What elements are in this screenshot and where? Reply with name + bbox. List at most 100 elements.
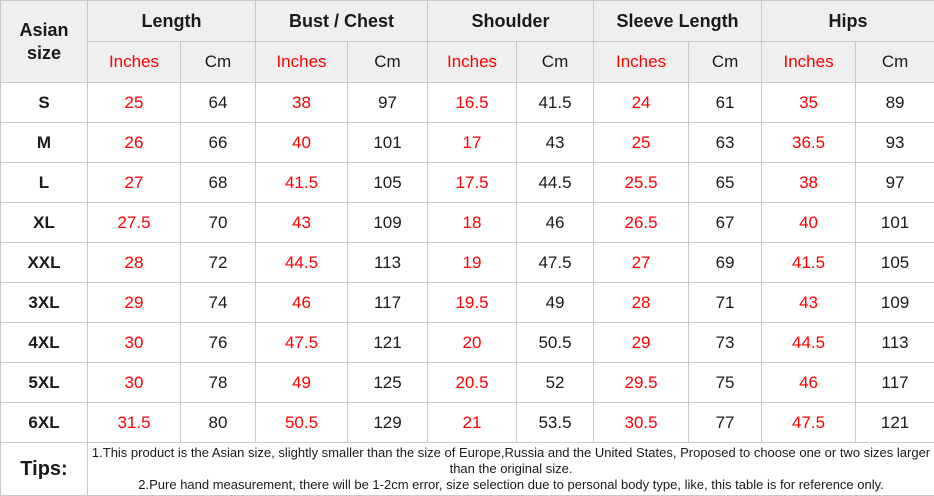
- value-inches: 40: [256, 123, 348, 163]
- value-inches: 25: [88, 83, 181, 123]
- corner-header: Asian size: [1, 1, 88, 83]
- group-header-shoulder: Shoulder: [428, 1, 594, 42]
- value-inches: 49: [256, 363, 348, 403]
- value-inches: 16.5: [428, 83, 517, 123]
- value-cm: 73: [689, 323, 762, 363]
- value-cm: 125: [348, 363, 428, 403]
- value-inches: 41.5: [256, 163, 348, 203]
- value-cm: 70: [181, 203, 256, 243]
- value-cm: 44.5: [517, 163, 594, 203]
- value-cm: 47.5: [517, 243, 594, 283]
- value-inches: 43: [256, 203, 348, 243]
- size-label: XL: [1, 203, 88, 243]
- size-label: S: [1, 83, 88, 123]
- value-inches: 35: [762, 83, 856, 123]
- group-header-row: Asian size Length Bust / Chest Shoulder …: [1, 1, 934, 42]
- value-inches: 30.5: [594, 403, 689, 443]
- size-label: L: [1, 163, 88, 203]
- unit-header-cm: Cm: [689, 42, 762, 83]
- value-cm: 68: [181, 163, 256, 203]
- value-inches: 26: [88, 123, 181, 163]
- value-inches: 20: [428, 323, 517, 363]
- value-inches: 47.5: [762, 403, 856, 443]
- value-inches: 27: [594, 243, 689, 283]
- value-cm: 72: [181, 243, 256, 283]
- size-label: 5XL: [1, 363, 88, 403]
- value-inches: 44.5: [762, 323, 856, 363]
- value-cm: 77: [689, 403, 762, 443]
- unit-header-cm: Cm: [856, 42, 934, 83]
- unit-header-inches: Inches: [88, 42, 181, 83]
- value-cm: 71: [689, 283, 762, 323]
- value-inches: 43: [762, 283, 856, 323]
- value-cm: 52: [517, 363, 594, 403]
- tips-text: 1.This product is the Asian size, slight…: [88, 443, 934, 496]
- value-cm: 93: [856, 123, 934, 163]
- value-inches: 20.5: [428, 363, 517, 403]
- value-inches: 36.5: [762, 123, 856, 163]
- value-inches: 38: [256, 83, 348, 123]
- value-inches: 28: [594, 283, 689, 323]
- value-inches: 38: [762, 163, 856, 203]
- value-cm: 121: [348, 323, 428, 363]
- value-cm: 65: [689, 163, 762, 203]
- value-cm: 64: [181, 83, 256, 123]
- unit-header-inches: Inches: [256, 42, 348, 83]
- value-inches: 24: [594, 83, 689, 123]
- unit-header-inches: Inches: [428, 42, 517, 83]
- unit-header-inches: Inches: [762, 42, 856, 83]
- group-header-bust-chest: Bust / Chest: [256, 1, 428, 42]
- value-cm: 97: [856, 163, 934, 203]
- unit-header-cm: Cm: [517, 42, 594, 83]
- group-header-hips: Hips: [762, 1, 934, 42]
- size-label: 6XL: [1, 403, 88, 443]
- unit-header-inches: Inches: [594, 42, 689, 83]
- value-cm: 69: [689, 243, 762, 283]
- value-cm: 61: [689, 83, 762, 123]
- value-cm: 63: [689, 123, 762, 163]
- value-inches: 47.5: [256, 323, 348, 363]
- value-inches: 46: [762, 363, 856, 403]
- value-cm: 50.5: [517, 323, 594, 363]
- tip-line-1: 1.This product is the Asian size, slight…: [88, 445, 934, 478]
- tips-label: Tips:: [1, 443, 88, 496]
- value-inches: 27: [88, 163, 181, 203]
- size-label: XXL: [1, 243, 88, 283]
- unit-header-row: Inches Cm Inches Cm Inches Cm Inches Cm …: [1, 42, 934, 83]
- value-cm: 109: [856, 283, 934, 323]
- value-cm: 41.5: [517, 83, 594, 123]
- value-cm: 121: [856, 403, 934, 443]
- value-cm: 117: [856, 363, 934, 403]
- value-inches: 19: [428, 243, 517, 283]
- value-inches: 30: [88, 323, 181, 363]
- tip-line-2: 2.Pure hand measurement, there will be 1…: [88, 477, 934, 493]
- value-cm: 101: [856, 203, 934, 243]
- value-inches: 18: [428, 203, 517, 243]
- value-cm: 97: [348, 83, 428, 123]
- value-inches: 25.5: [594, 163, 689, 203]
- value-cm: 101: [348, 123, 428, 163]
- value-cm: 46: [517, 203, 594, 243]
- size-label: M: [1, 123, 88, 163]
- value-cm: 76: [181, 323, 256, 363]
- size-label: 3XL: [1, 283, 88, 323]
- value-cm: 117: [348, 283, 428, 323]
- value-inches: 26.5: [594, 203, 689, 243]
- value-cm: 78: [181, 363, 256, 403]
- value-inches: 27.5: [88, 203, 181, 243]
- value-inches: 29.5: [594, 363, 689, 403]
- value-cm: 80: [181, 403, 256, 443]
- value-inches: 29: [88, 283, 181, 323]
- value-cm: 67: [689, 203, 762, 243]
- value-cm: 105: [856, 243, 934, 283]
- value-inches: 30: [88, 363, 181, 403]
- value-inches: 29: [594, 323, 689, 363]
- tips-row: Tips: 1.This product is the Asian size, …: [1, 443, 934, 496]
- value-cm: 66: [181, 123, 256, 163]
